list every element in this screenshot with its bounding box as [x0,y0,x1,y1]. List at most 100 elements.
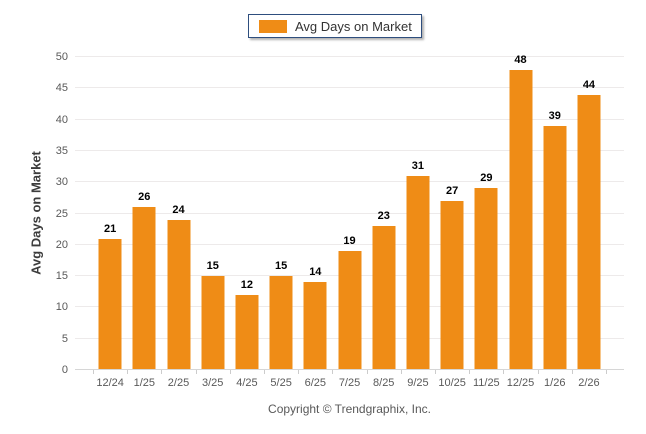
bar-value-label: 14 [309,266,322,279]
gridline [75,56,624,57]
y-tick-label: 50 [55,51,68,63]
x-tick-label: 6/25 [304,377,327,389]
bar-value-label: 21 [103,222,117,235]
bar [440,200,464,370]
x-axis-tick [606,370,607,374]
bar-value-label: 26 [138,191,151,204]
gridline [75,243,624,245]
x-tick-label: 9/25 [407,377,429,389]
x-tick-label: 1/25 [133,377,156,389]
x-axis-tick [298,370,300,374]
bar [132,207,156,370]
bar-slot: 15 [264,57,298,370]
x-axis-tick [537,370,539,374]
x-axis-tick [435,370,436,374]
x-tick-label: 4/25 [236,377,258,389]
y-tick-label: 30 [55,176,68,189]
y-tick-label: 5 [61,332,68,345]
x-axis-tick [195,370,197,374]
bar-value-label: 31 [411,159,425,172]
x-axis-tick [503,370,505,374]
bar-value-label: 44 [582,78,596,91]
bar [98,238,122,370]
bar-slot: 26 [127,57,161,370]
x-axis-tick [264,370,265,374]
bar [543,125,567,370]
y-axis-tick-labels: 0 5 10 15 20 25 30 35 40 45 50 [0,51,68,376]
bar-slot: 14 [298,57,332,370]
x-tick-label: 2/26 [578,377,600,389]
x-tick-label: 1/26 [544,377,566,389]
y-tick-label: 40 [55,113,68,126]
y-tick-label: 35 [55,144,68,157]
y-tick-label: 15 [55,270,68,283]
bar [303,282,327,370]
bar-slot: 24 [161,57,195,370]
x-axis-ticks [93,370,607,374]
bar [509,69,533,370]
bar [201,276,225,370]
copyright-text: Copyright © Trendgraphix, Inc. [268,402,431,416]
x-tick-label: 2/25 [167,377,190,389]
bar-value-label: 39 [548,109,561,122]
x-axis-tick [571,370,573,374]
plot-area: 21 26 24 15 12 15 14 19 23 31 27 29 48 39 44 [75,53,624,370]
bar [577,94,601,370]
y-tick-label: 10 [55,301,68,314]
x-axis-tick [366,370,368,374]
x-axis-labels: 12/24 1/25 2/25 3/25 4/25 5/25 6/25 7/25 8/25 9/2… [75,377,624,389]
gridline [75,118,624,120]
bar-value-label: 23 [377,210,390,223]
x-axis-line [75,369,624,370]
bar [338,251,362,370]
x-tick-label: 12/25 [506,377,535,389]
x-tick-label: 8/25 [373,377,395,389]
bar-value-label: 12 [240,278,254,291]
bar-slot: 23 [367,57,401,370]
bar [167,219,190,370]
bar-slot: 39 [538,57,572,370]
x-axis-tick [332,370,334,374]
bar-slot: 21 [93,57,127,370]
y-tick-label: 25 [55,207,68,220]
x-axis-tick [469,370,471,374]
x-axis-tick [229,370,231,374]
bar-value-label: 24 [172,203,185,216]
x-axis-tick [127,370,129,374]
x-tick-label: 10/25 [438,377,466,389]
legend-label: Avg Days on Market [295,18,412,34]
bar-value-label: 19 [343,235,356,248]
bars-row: 21 26 24 15 12 15 14 19 23 31 27 29 48 39 44 [93,53,606,370]
x-tick-label: 3/25 [202,377,224,389]
y-tick-label: 0 [61,364,68,376]
bar-slot: 15 [196,57,230,370]
gridline [75,212,624,214]
bar-value-label: 48 [514,53,527,66]
gridline [75,87,624,89]
x-axis-tick [93,370,94,374]
x-tick-label: 5/25 [270,377,292,389]
bar [372,226,396,370]
gridline [75,149,624,151]
bar-value-label: 27 [446,184,459,197]
y-tick-label: 45 [55,82,68,95]
bar-slot: 29 [469,57,503,370]
gridline [75,181,624,183]
legend: Avg Days on Market [248,14,422,38]
x-axis-tick [400,370,402,374]
x-tick-label: 11/25 [472,377,500,389]
bar-value-label: 29 [480,172,493,185]
bar [474,188,498,370]
legend-swatch-icon [259,19,287,33]
bar-slot: 19 [332,57,366,370]
bar-value-label: 15 [274,260,288,273]
bar [406,175,430,370]
x-axis-tick [161,370,163,374]
bar-slot: 44 [572,57,606,370]
bar-slot: 48 [503,53,537,370]
bar-slot: 27 [435,57,469,370]
bar-slot: 12 [230,57,264,370]
bar-value-label: 15 [206,260,219,273]
y-tick-label: 20 [55,238,68,251]
